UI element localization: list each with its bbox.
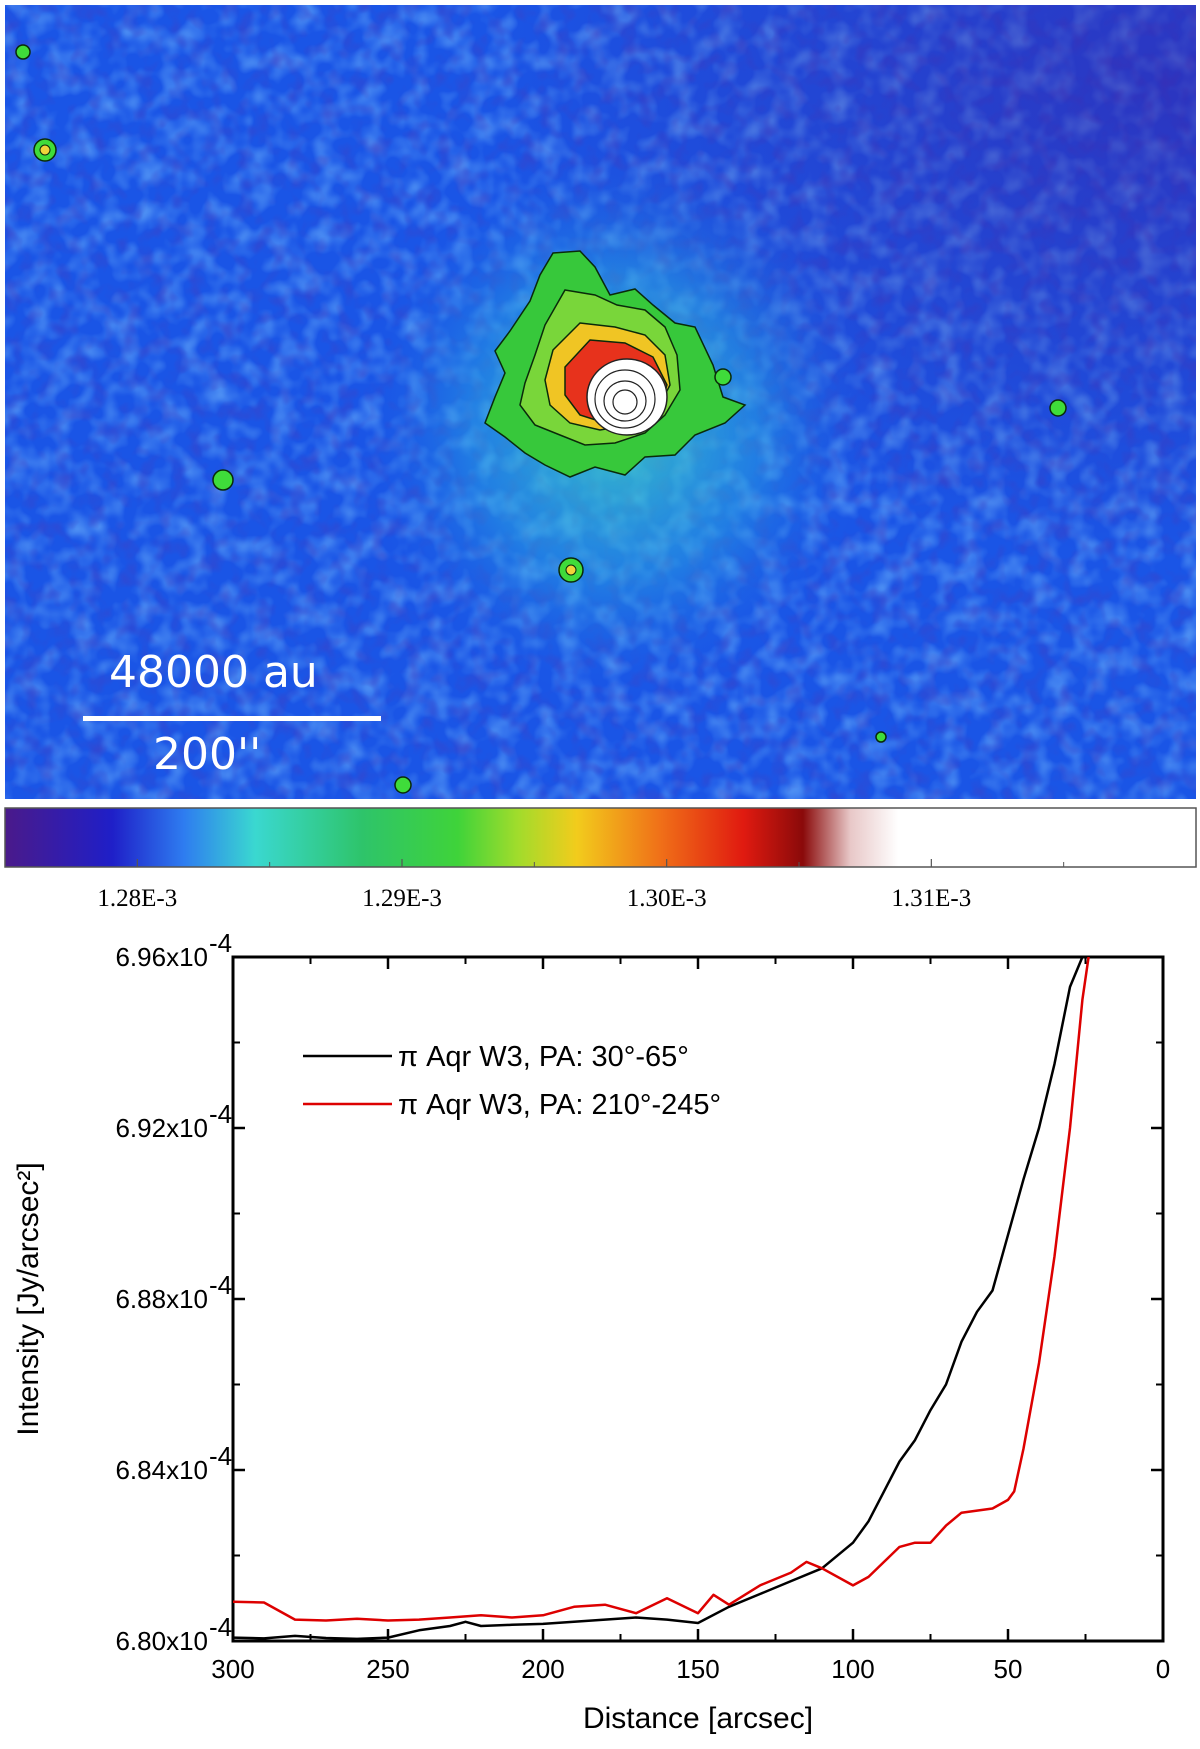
point-source (1049, 399, 1067, 417)
intensity-profile-chart: 300 250 200 150 100 50 0 6.80x10 -46.84x10 -46.8… (12, 930, 1170, 1735)
y-tick-exponent: -4 (209, 1270, 232, 1300)
intensity-map-panel: 48000 au 200'' (5, 5, 1196, 799)
point-source (39, 144, 51, 156)
colorbar-ticks (136, 859, 1065, 867)
x-axis-title: Distance [arcsec] (583, 1702, 813, 1735)
colorbar-labels: 1.28E-3 1.29E-3 1.30E-3 1.31E-3 (97, 885, 971, 912)
y-axis-ticks: 6.80x10 -46.84x10 -46.88x10 -46.92x10 -46.96… (115, 930, 1163, 1656)
legend: π Aqr W3, PA: 30°-65° π Aqr W3, PA: 210°… (303, 1041, 721, 1121)
colorbar-tick-label: 1.31E-3 (891, 885, 971, 912)
y-tick-label: 6.88x10 (115, 1284, 208, 1314)
y-tick-label: 6.80x10 (115, 1626, 208, 1656)
scale-bar-top-label: 48000 au (109, 647, 318, 698)
y-tick-label: 6.96x10 (115, 942, 208, 972)
point-source (394, 776, 412, 794)
scale-bar-bottom-label: 200'' (153, 729, 261, 780)
x-tick-label: 300 (211, 1654, 254, 1684)
x-tick-label: 200 (521, 1654, 564, 1684)
x-tick-label: 250 (366, 1654, 409, 1684)
colorbar: 1.28E-3 1.29E-3 1.30E-3 1.31E-3 (4, 807, 1197, 912)
point-source (714, 368, 732, 386)
x-tick-label: 0 (1156, 1654, 1170, 1684)
legend-label-black: π Aqr W3, PA: 30°-65° (398, 1041, 689, 1073)
x-axis-ticks: 300 250 200 150 100 50 0 (211, 957, 1170, 1684)
legend-label-red: π Aqr W3, PA: 210°-245° (398, 1089, 721, 1121)
point-sources (15, 44, 1067, 794)
colorbar-tick-label: 1.28E-3 (97, 885, 177, 912)
x-tick-label: 150 (676, 1654, 719, 1684)
point-source (875, 731, 887, 743)
series-layer (232, 956, 1090, 1641)
point-source (212, 469, 234, 491)
plot-frame (231, 955, 1165, 1643)
y-tick-label: 6.92x10 (115, 1113, 208, 1143)
colorbar-gradient (4, 807, 1197, 868)
y-tick-label: 6.84x10 (115, 1455, 208, 1485)
core-ring-3 (612, 389, 638, 415)
series-line-2 (232, 956, 1090, 1622)
y-tick-exponent: -4 (209, 1612, 232, 1642)
point-source (565, 564, 577, 576)
core-ring-1 (594, 369, 656, 429)
y-tick-exponent: -4 (209, 1441, 232, 1471)
scale-bar: 48000 au 200'' (83, 647, 381, 780)
y-tick-exponent: -4 (209, 1099, 232, 1129)
y-tick-exponent: -4 (209, 930, 232, 958)
colorbar-tick-label: 1.30E-3 (627, 885, 707, 912)
x-tick-label: 100 (831, 1654, 874, 1684)
colorbar-tick-label: 1.29E-3 (362, 885, 442, 912)
core-ring-2 (603, 380, 647, 422)
y-axis-title: Intensity [Jy/arcsec²] (12, 1162, 45, 1435)
saturated-core (586, 358, 668, 436)
point-source (15, 44, 31, 60)
scale-bar-line (83, 716, 381, 721)
x-tick-label: 50 (994, 1654, 1023, 1684)
